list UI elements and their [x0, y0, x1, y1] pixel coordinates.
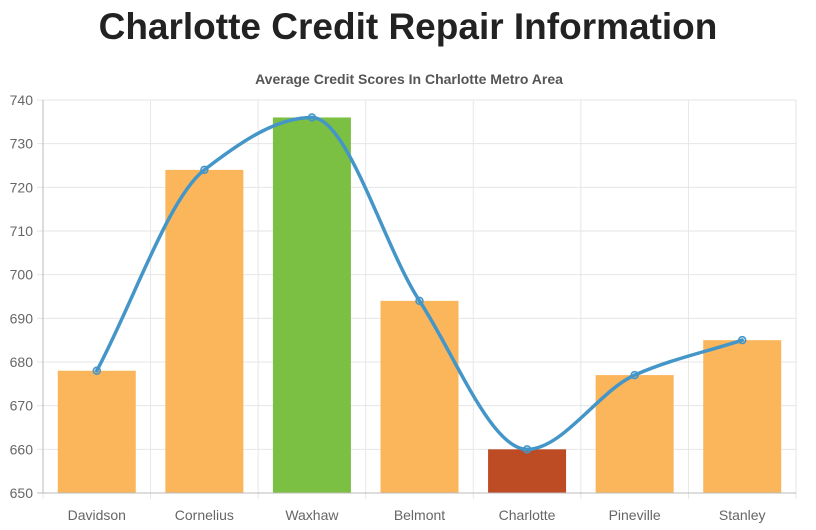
bar-davidson [57, 370, 136, 493]
line-point-waxhaw [307, 113, 317, 122]
trend-line [92, 113, 747, 454]
bar-cornelius [165, 169, 244, 493]
bar-waxhaw [272, 117, 351, 493]
y-tick-label: 720 [10, 179, 34, 195]
x-tick-label: Belmont [394, 507, 445, 523]
line-point-pineville [630, 370, 639, 380]
x-tick-label: Davidson [68, 507, 126, 523]
x-axis-labels: Davidson Cornelius Waxhaw Belmont Charlotte P… [68, 507, 766, 523]
chart: Average Credit Scores In Charlotte Metro… [10, 71, 797, 523]
y-tick-label: 680 [10, 354, 34, 370]
y-tick-label: 670 [10, 398, 34, 414]
bar-belmont [380, 300, 459, 493]
x-tick-label: Pineville [609, 507, 661, 523]
line-point-charlotte [522, 445, 532, 454]
y-tick-label: 650 [10, 485, 34, 501]
y-tick-label: 730 [10, 136, 34, 152]
x-tick-label: Charlotte [499, 507, 556, 523]
line-point-cornelius [200, 165, 209, 175]
line-point-belmont [415, 296, 424, 306]
x-tick-label: Stanley [719, 507, 766, 523]
y-axis-labels: 650 660 670 680 690 700 710 720 730 740 [10, 92, 34, 501]
bars [57, 117, 782, 493]
chart-title: Average Credit Scores In Charlotte Metro… [255, 71, 563, 87]
line-point-davidson [92, 366, 102, 375]
axes [37, 100, 796, 494]
x-tick-label: Waxhaw [285, 507, 339, 523]
page-title: Charlotte Credit Repair Information [98, 6, 718, 47]
y-tick-label: 690 [10, 310, 34, 326]
y-tick-label: 660 [10, 441, 34, 457]
x-tick-label: Cornelius [175, 507, 234, 523]
y-tick-label: 700 [10, 267, 34, 283]
bar-charlotte [488, 449, 567, 493]
y-tick-label: 740 [10, 92, 34, 108]
line-point-stanley [737, 335, 747, 345]
trend-line-path [95, 115, 744, 452]
bar-stanley [703, 340, 782, 493]
y-tick-label: 710 [10, 223, 34, 239]
